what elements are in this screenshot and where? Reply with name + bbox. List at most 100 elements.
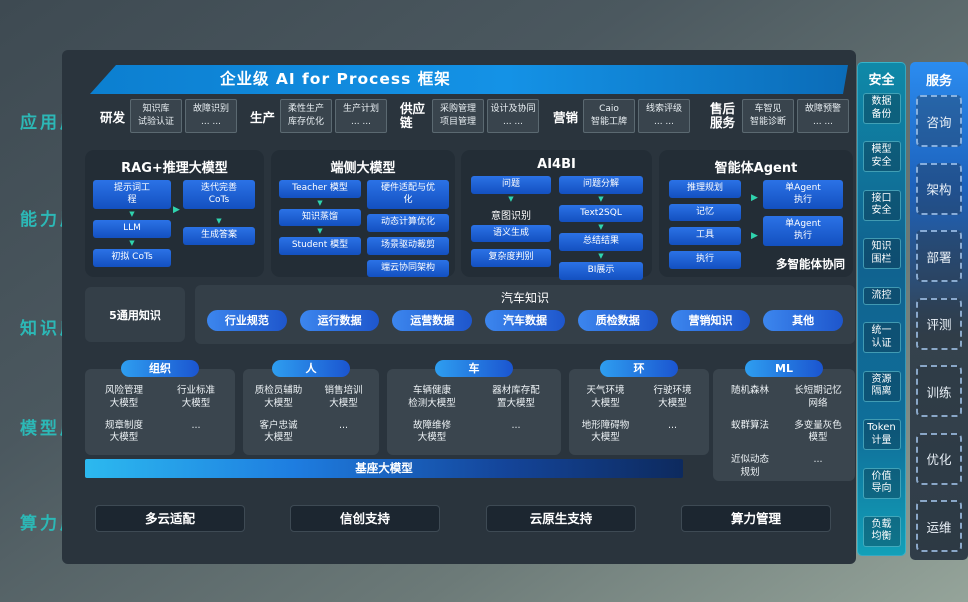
flow-node: 初拟 CoTs [93,249,171,267]
service-item: 部署 [916,230,962,282]
flow-node: 推理规划 [669,180,741,198]
agent-flow: 推理规划 记忆 工具 执行 ▶ ▶ 单Agent 执行 单Agent 执行 多智… [659,180,853,276]
flow-node: 总结结果 [559,233,643,252]
model-group-box: 风险管理 大模型 行业标准 大模型 规章制度 大模型 ... [85,369,235,455]
model-item: 器材库存配 置大模型 [492,385,540,409]
arrow-right-icon: ▶ [751,193,758,203]
model-item: 故障维修 大模型 [412,419,451,444]
edge-flow: Teacher 模型 ▼ 知识蒸馏 ▼ Student 模型 硬件适配与优 化 … [271,180,455,278]
model-group-box: 车辆健康 检测大模型 器材库存配 置大模型 故障维修 大模型 ... [387,369,561,455]
model-item: 随机森林 [730,385,769,396]
model-item: 长短期记忆 网络 [794,385,842,409]
flow-node: 工具 [669,227,741,246]
model-group-box: 随机森林 长短期记忆 网络 蚁群算法 多变量灰色 模型 近似动态 规划 ... [713,369,855,481]
knowledge-pill: 行业规范 [207,310,287,331]
model-item: 质检员辅助 大模型 [254,385,303,409]
framework-banner: 企业级 AI for Process 框架 [90,65,848,94]
flow-node: BI展示 [559,262,643,280]
service-item: 评测 [916,297,962,350]
model-item: 行业标准 大模型 [176,385,215,409]
app-group-supply-chain: 供应链 采购管理 项目管理 设计及协同 ... ... [400,98,539,134]
base-model-bar: 基座大模型 [85,459,683,478]
flow-node: Student 模型 [279,237,361,256]
service-title: 服务 [925,74,952,89]
rag-right-column: 迭代完善 CoTs ▼ 生成答案 [183,180,255,246]
security-column: 安全 数据 备份 模型 安全 接口 安全 知识 围栏 流控 统一 认证 资源 隔… [857,62,906,556]
arrow-down-icon: ▼ [317,198,323,207]
model-item: ... [813,454,823,466]
knowledge-pill-row: 行业规范 运行数据 运营数据 汽车数据 质检数据 营销知识 其他 [195,306,855,331]
model-item: 客户忠诚 大模型 [259,419,298,444]
model-item: 风险管理 大模型 [104,385,143,409]
flow-node: 动态计算优化 [367,214,449,233]
flow-node: 迭代完善 CoTs [183,180,255,210]
flow-node: 执行 [669,251,741,269]
security-item: 资源 隔离 [862,370,901,402]
service-item: 架构 [916,162,962,215]
knowledge-pill: 运营数据 [392,310,473,331]
model-item: 近似动态 规划 [730,454,769,479]
security-item: 知识 围栏 [862,238,901,270]
edge-right-column: 硬件适配与优 化 动态计算优化 场景驱动裁剪 端云协同架构 [367,180,449,278]
service-item-list: 咨询 架构 部署 评测 训练 优化 运维 [916,95,962,552]
model-group-box: 天气环境 大模型 行驶环境 大模型 地形障碍物 大模型 ... [569,369,709,455]
app-feature-box: 生产计划 ... ... [335,99,388,133]
general-knowledge-box: 5通用知识 [85,287,185,342]
flow-node: 提示词工 程 [93,180,171,210]
model-group-vehicle: 车 车辆健康 检测大模型 器材库存配 置大模型 故障维修 大模型 ... [387,360,561,455]
framework-title: 企业级 AI for Process 框架 [220,70,451,88]
app-group-production: 生产 柔性生产 库存优化 生产计划 ... ... [250,98,388,134]
app-feature-box: 柔性生产 库存优化 [280,99,333,133]
app-feature-box: 采购管理 项目管理 [432,99,484,133]
flow-node: 单Agent 执行 [763,216,843,246]
compute-item-multicloud: 多云适配 [95,505,245,532]
flow-node: 记忆 [669,203,741,222]
app-feature-box: Caio 智能工牌 [583,99,636,133]
arrow-down-icon: ▼ [508,194,514,203]
model-group-pill: 人 [272,360,350,377]
model-item: 地形障碍物 大模型 [581,419,630,444]
flow-node: Teacher 模型 [279,180,361,198]
compute-item-xinchuang: 信创支持 [290,505,440,532]
ai4bi-left-column: 问题 ▼ 意图识别 语义生成 复杂度判别 [471,176,551,268]
app-feature-box: 故障识别 ... ... [185,99,238,133]
security-item-list: 数据 备份 模型 安全 接口 安全 知识 围栏 流控 统一 认证 资源 隔离 T… [858,93,905,547]
main-panel: 企业级 AI for Process 框架 研发 知识库 试验认证 故障识别 .… [62,50,856,564]
arrow-down-icon: ▼ [129,210,135,219]
knowledge-pill: 其他 [763,310,844,331]
service-item: 咨询 [916,95,962,147]
model-group-pill: ML [745,360,823,377]
model-item: ... [511,419,521,431]
agent-left-column: 推理规划 记忆 工具 执行 [669,180,741,269]
model-group-environment: 环 天气环境 大模型 行驶环境 大模型 地形障碍物 大模型 ... [569,360,709,455]
arrow-down-icon: ▼ [129,239,135,248]
security-item: 负载 均衡 [862,515,901,547]
model-item: 销售培训 大模型 [324,385,363,409]
model-group-organization: 组织 风险管理 大模型 行业标准 大模型 规章制度 大模型 ... [85,360,235,455]
security-item: 流控 [862,286,901,305]
flow-node: 语义生成 [471,224,551,243]
flow-node: Text2SQL [559,204,643,223]
app-group-label: 生产 [250,109,276,125]
auto-knowledge-title: 汽车知识 [500,291,549,305]
flow-node: 知识蒸馏 [279,208,361,227]
flow-node: LLM [93,220,171,239]
ai4bi-right-column: 问题分解 ▼ Text2SQL ▼ 总结结果 ▼ BI展示 [559,176,643,280]
service-item: 训练 [916,365,962,417]
capability-card-title: AI4BI [537,157,576,172]
app-feature-box: 知识库 试验认证 [130,99,183,133]
model-item: ... [338,419,349,431]
app-feature-box: 车智见 智能诊断 [742,99,794,133]
arrow-down-icon: ▼ [317,227,323,236]
arrow-down-icon: ▼ [216,217,222,226]
rag-left-column: 提示词工 程 ▼ LLM ▼ 初拟 CoTs [93,180,171,267]
app-group-label: 售后服务 [710,100,736,130]
flow-node: 问题分解 [559,176,643,194]
arrow-right-icon: ▶ [751,231,758,241]
model-item: 蚁群算法 [730,419,769,431]
model-item: ... [191,419,201,431]
flow-node: 复杂度判别 [471,249,551,268]
capability-card-title: RAG+推理大模型 [121,161,228,176]
flow-node: 硬件适配与优 化 [367,180,449,210]
compute-item-cloudnative: 云原生支持 [486,505,636,532]
